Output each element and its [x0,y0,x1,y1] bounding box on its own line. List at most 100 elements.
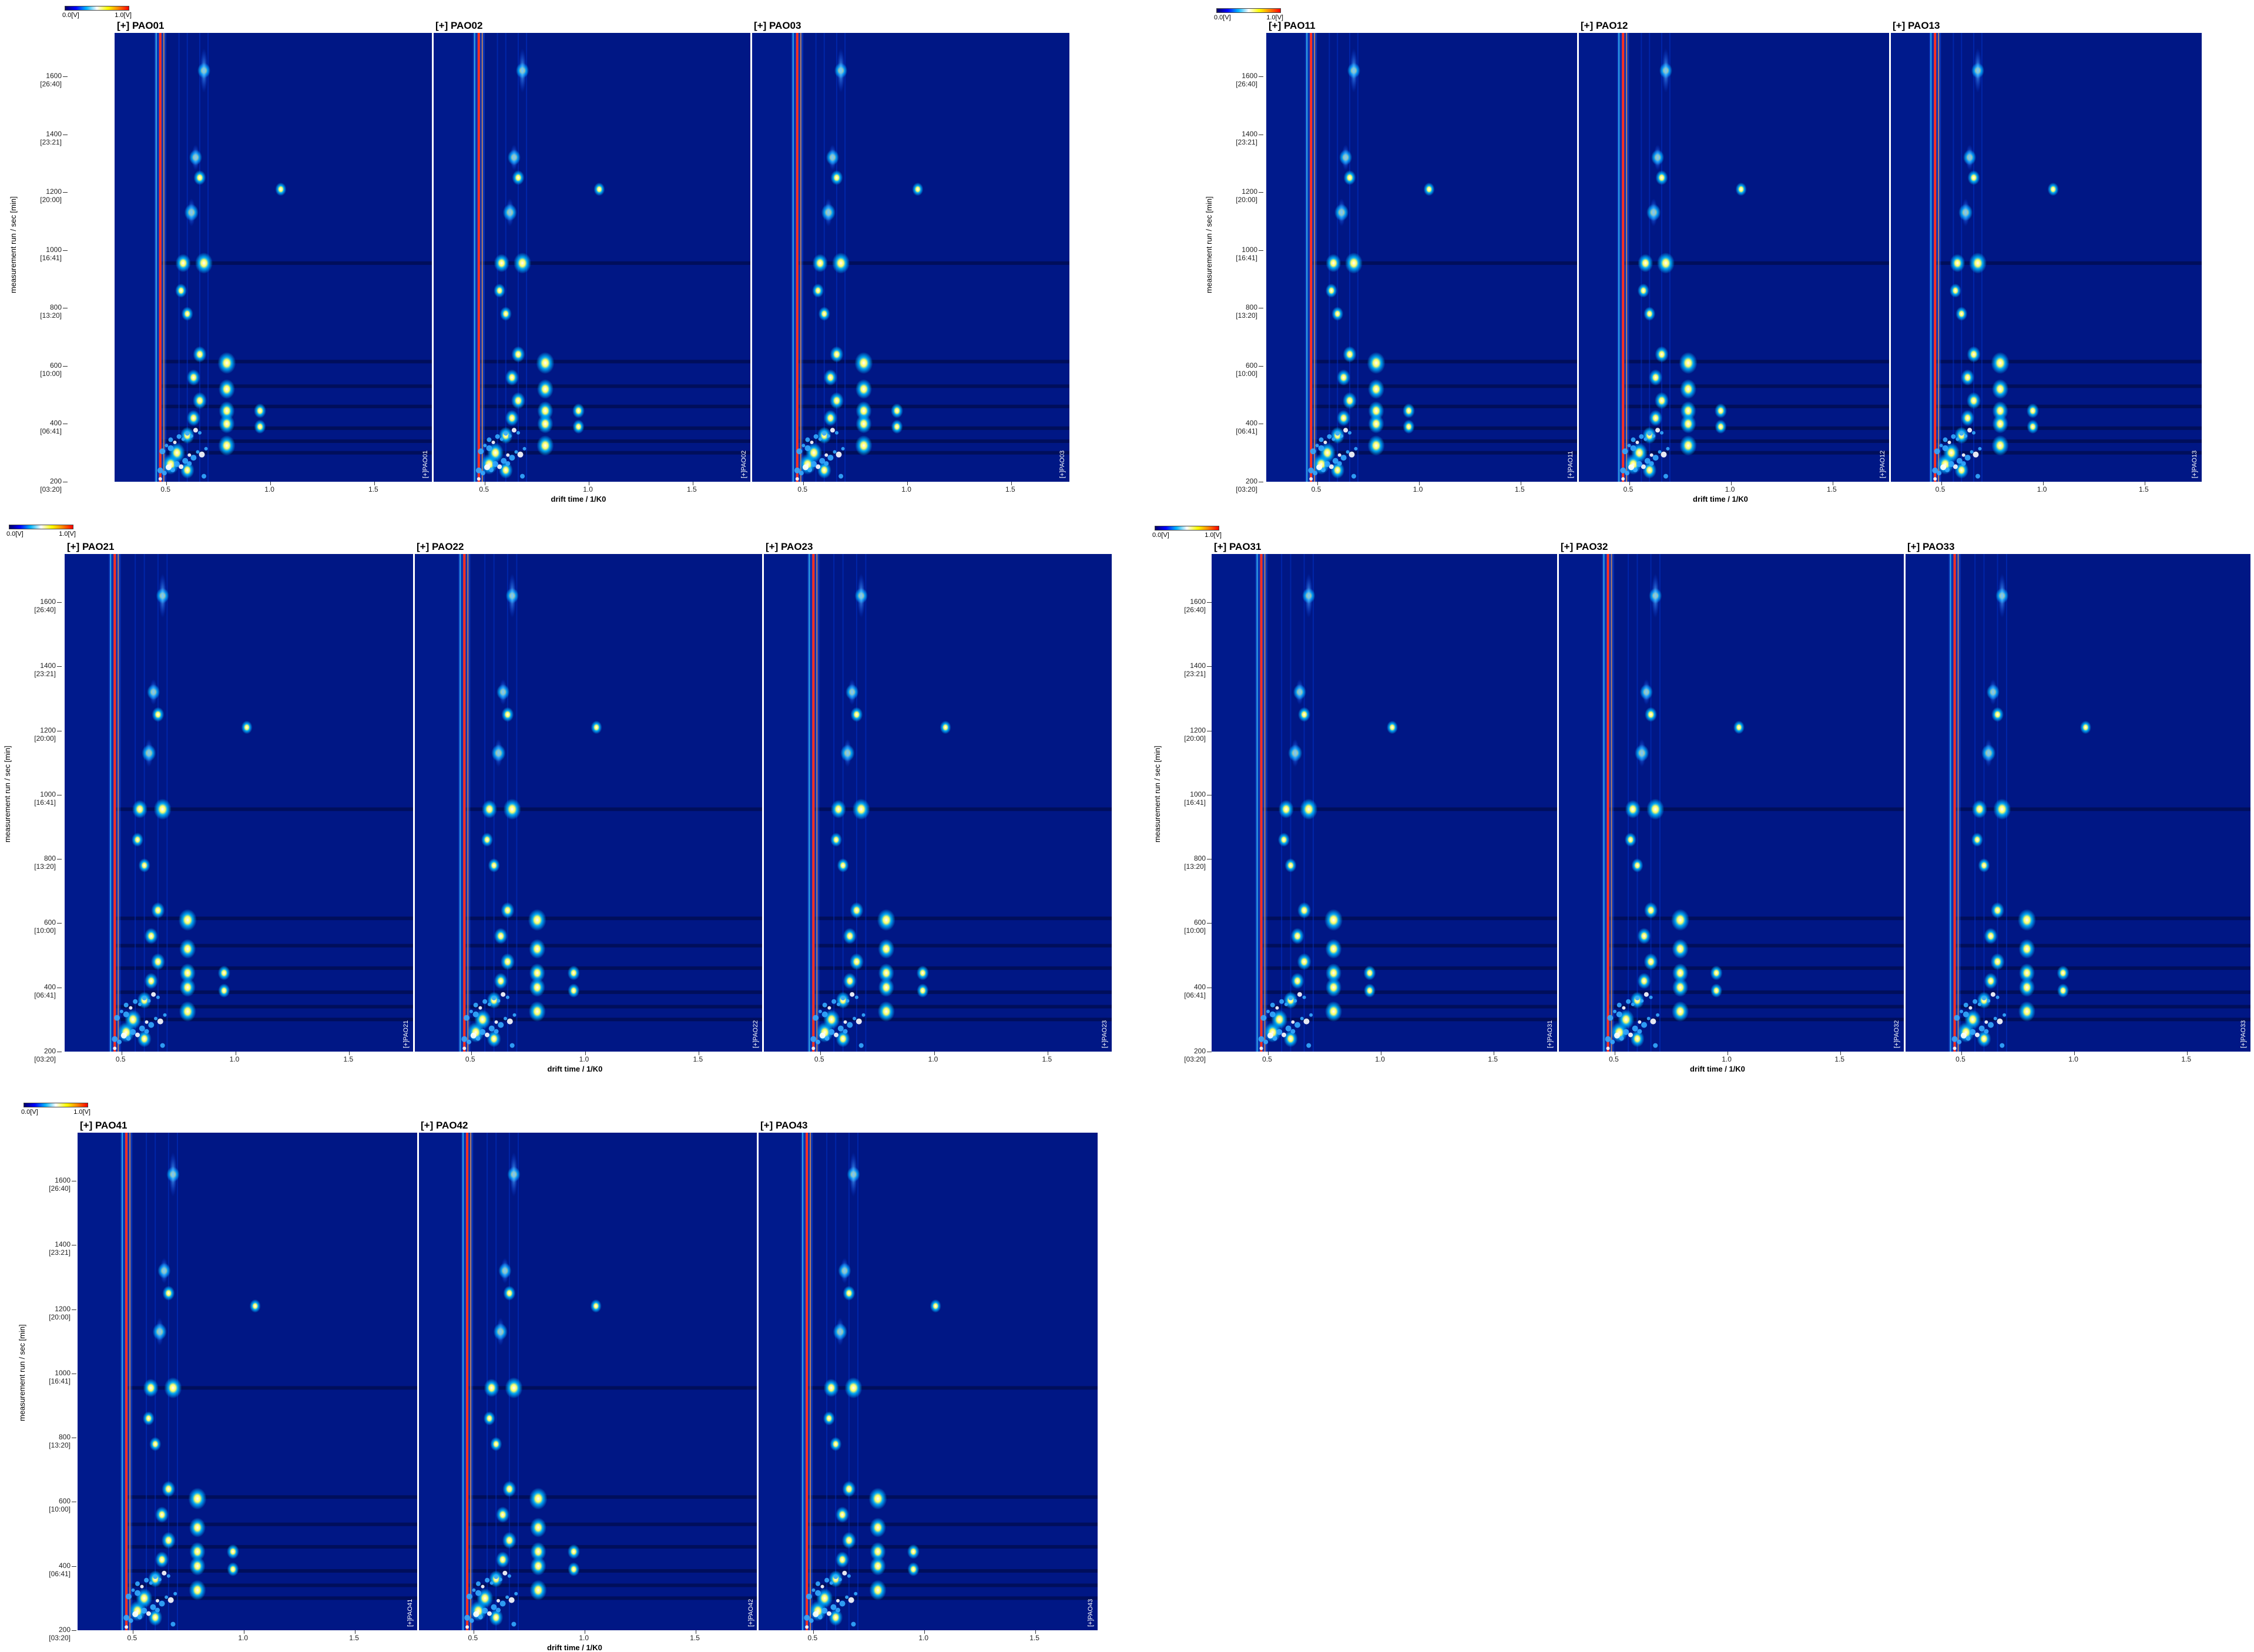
panel-title: [+] PAO31 [1214,541,1262,552]
x-tick-label: 1.0 [928,1055,938,1063]
cluster-dot [1635,995,1640,1000]
y-tick-label: 400 [06:41] [1215,419,1257,435]
cluster-dot [483,444,487,448]
cluster-dot [1951,434,1956,439]
x-tick-label: 1.5 [686,485,697,493]
signal-spot [179,963,196,983]
horizontal-band [467,1569,758,1573]
horizontal-band [1935,451,2202,455]
cluster-dot [854,1591,858,1596]
horizontal-band [1311,451,1578,455]
x-tick-label: 1.5 [1515,485,1525,493]
signal-spot [181,307,193,321]
y-tick-value: 800 [1193,854,1206,863]
cluster-dot [475,467,482,474]
cluster-dot [514,1591,518,1596]
horizontal-band [807,1544,1098,1549]
cluster-dot [1943,437,1948,442]
signal-spot [856,401,872,421]
cluster-dot [492,461,499,467]
cluster-dot [505,461,511,466]
cluster-dot [819,1032,826,1039]
panel-separator [1904,554,1906,1052]
rip-line-tertiary [1938,33,1940,482]
heatmap-panel: [+]PAO41 [78,1133,417,1630]
horizontal-band [1261,807,1557,811]
panel-separator [1889,33,1891,482]
signal-spot [912,182,924,196]
panel-id-label: [+]PAO33 [2240,1020,2247,1048]
signal-spot [1990,953,2005,971]
cluster-dot [1625,471,1630,476]
horizontal-band [813,966,1112,970]
signal-spot [916,965,929,981]
horizontal-band [807,1495,1098,1499]
cluster-dot [494,1020,498,1024]
panel-separator [762,554,764,1052]
panel-title: [+] PAO02 [435,20,483,31]
rip-line-tertiary [118,554,119,1052]
y-tick-mark [57,923,62,924]
cluster-dot [1632,1025,1638,1032]
signal-spot [511,392,525,409]
x-tick-mark [1840,1052,1842,1055]
signal-spot [536,352,555,374]
signal-spot [186,369,200,386]
y-tick-time: [23:21] [1236,137,1257,146]
signal-streak [849,1152,858,1197]
horizontal-band [467,1596,758,1600]
horizontal-band [160,261,432,265]
y-tick-time: [26:40] [1184,605,1206,614]
cluster-dot [120,1032,127,1039]
y-tick-label: 200 [03:20] [28,1626,71,1642]
cluster-dot [1308,467,1314,474]
y-tick-time: [03:20] [1184,1055,1206,1063]
y-tick-time: [13:20] [34,862,56,871]
panel-title: [+] PAO32 [1561,541,1608,552]
y-tick-time: [06:41] [1184,990,1206,999]
heatmap-panel: [+]PAO33 [1905,554,2250,1052]
colorbar-min-label: 0.0[V] [6,530,24,538]
signal-streak [1649,198,1658,227]
cluster-dot [833,1574,838,1579]
cluster-dot [1285,1025,1292,1032]
cluster-dot [1967,428,1973,433]
signal-streak [837,48,846,93]
signal-spot [907,1544,920,1559]
horizontal-band [160,404,432,408]
rip-line [796,33,799,482]
signal-spot [1290,928,1304,945]
cluster-dot [144,1577,149,1583]
cluster-dot [1639,434,1644,439]
signal-spot [572,419,585,434]
y-tick-time: [10:00] [1184,926,1206,935]
signal-spot [1991,435,2009,456]
horizontal-band [478,261,751,265]
x-tick-mark [813,1630,814,1634]
y-tick-time: [06:41] [34,990,56,999]
cluster-dot [489,467,494,472]
cluster-dot [1649,461,1654,466]
y-tick-value: 1600 [46,71,62,80]
cluster-dot [499,1600,506,1607]
signal-spot [2057,965,2069,981]
signal-spot [870,1542,886,1562]
y-tick-time: [20:00] [1184,734,1206,743]
rip-line-secondary [1603,554,1605,1052]
y-tick-label: 800 [13:20] [1215,303,1257,320]
x-tick-label: 0.5 [127,1634,137,1642]
horizontal-band [807,1386,1098,1390]
x-tick-mark [1730,482,1732,485]
signal-spot [254,403,267,418]
rip-line-secondary [110,554,112,1052]
signal-spot [536,379,554,399]
signal-spot [536,435,554,456]
signal-spot [841,1532,856,1549]
horizontal-band [1608,916,1904,921]
x-tick-label: 1.0 [1722,1055,1732,1063]
cluster-dot [1973,451,1979,458]
y-tick-label: 800 [13:20] [19,303,62,320]
horizontal-band [115,966,413,970]
signal-spot [249,1299,261,1313]
x-tick-label: 1.0 [1375,1055,1385,1063]
